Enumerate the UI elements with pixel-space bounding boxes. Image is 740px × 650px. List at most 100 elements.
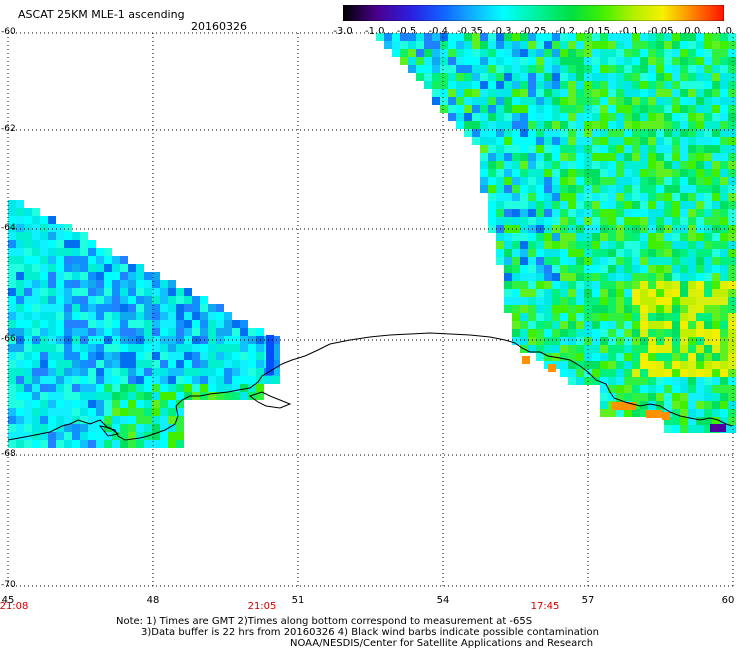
data-cell — [712, 65, 720, 73]
data-cell — [120, 304, 128, 312]
data-cell — [672, 169, 680, 177]
data-cell — [600, 41, 608, 49]
data-cell — [720, 409, 728, 417]
data-cell — [136, 440, 144, 448]
data-cell — [696, 321, 704, 329]
data-cell — [728, 161, 736, 169]
data-cell — [520, 97, 528, 105]
data-cell — [680, 33, 688, 41]
data-cell — [88, 416, 96, 424]
data-cell — [136, 304, 144, 312]
data-cell — [520, 177, 528, 185]
data-cell — [416, 49, 424, 57]
data-cell — [624, 33, 632, 41]
data-cell — [568, 89, 576, 97]
data-cell — [504, 89, 512, 97]
data-cell — [522, 356, 530, 364]
data-cell — [64, 256, 72, 264]
data-cell — [548, 364, 556, 372]
data-cell — [72, 368, 80, 376]
data-cell — [576, 73, 584, 81]
data-cell — [272, 376, 280, 384]
data-cell — [512, 257, 520, 265]
data-cell — [648, 129, 656, 137]
data-cell — [664, 89, 672, 97]
data-cell — [528, 105, 536, 113]
data-cell — [640, 193, 648, 201]
data-cell — [600, 305, 608, 313]
data-cell — [152, 328, 160, 336]
data-cell — [640, 145, 648, 153]
data-cell — [32, 424, 40, 432]
data-cell — [624, 361, 632, 369]
data-cell — [568, 105, 576, 113]
data-cell — [24, 232, 32, 240]
data-cell — [568, 217, 576, 225]
data-cell — [712, 177, 720, 185]
data-cell — [104, 392, 112, 400]
data-cell — [560, 265, 568, 273]
data-cell — [712, 97, 720, 105]
data-cell — [120, 320, 128, 328]
data-cell — [696, 81, 704, 89]
data-cell — [632, 369, 640, 377]
data-cell — [640, 233, 648, 241]
data-cell — [720, 281, 728, 289]
data-cell — [488, 169, 496, 177]
data-cell — [200, 344, 208, 352]
data-cell — [592, 121, 600, 129]
data-cell — [56, 360, 64, 368]
data-cell — [688, 137, 696, 145]
data-cell — [608, 73, 616, 81]
data-cell — [520, 185, 528, 193]
data-cell — [608, 257, 616, 265]
data-cell — [208, 368, 216, 376]
data-cell — [544, 65, 552, 73]
data-cell — [136, 384, 144, 392]
data-cell — [656, 393, 664, 401]
data-cell — [112, 280, 120, 288]
data-cell — [680, 217, 688, 225]
data-cell — [720, 153, 728, 161]
data-cell — [704, 393, 712, 401]
data-cell — [128, 392, 136, 400]
data-cell — [680, 193, 688, 201]
data-cell — [528, 73, 536, 81]
data-cell — [552, 329, 560, 337]
data-cell — [728, 209, 736, 217]
data-cell — [128, 320, 136, 328]
data-cell — [488, 33, 496, 41]
data-cell — [104, 400, 112, 408]
data-cell — [88, 376, 96, 384]
data-cell — [496, 57, 504, 65]
data-cell — [680, 265, 688, 273]
data-cell — [704, 241, 712, 249]
data-cell — [616, 329, 624, 337]
data-cell — [40, 392, 48, 400]
data-cell — [728, 105, 736, 113]
data-cell — [632, 209, 640, 217]
data-cell — [720, 297, 728, 305]
data-cell — [488, 145, 496, 153]
data-cell — [8, 216, 16, 224]
data-cell — [616, 185, 624, 193]
data-cell — [664, 313, 672, 321]
data-cell — [536, 89, 544, 97]
data-cell — [168, 400, 176, 408]
data-cell — [64, 296, 72, 304]
data-cell — [224, 360, 232, 368]
data-cell — [72, 344, 80, 352]
data-cell — [560, 361, 568, 369]
data-cell — [216, 344, 224, 352]
data-cell — [440, 65, 448, 73]
data-cell — [664, 361, 672, 369]
data-cell — [560, 321, 568, 329]
data-cell — [512, 57, 520, 65]
data-cell — [120, 432, 128, 440]
data-cell — [504, 57, 512, 65]
data-cell — [112, 384, 120, 392]
data-cell — [64, 408, 72, 416]
data-cell — [576, 185, 584, 193]
data-cell — [184, 368, 192, 376]
data-cell — [632, 177, 640, 185]
